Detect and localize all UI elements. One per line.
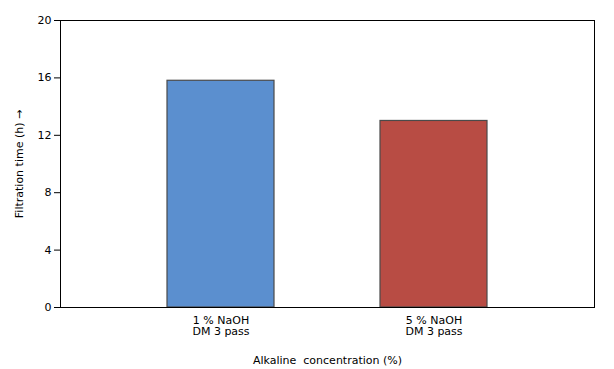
svg-text:0: 0 (45, 301, 52, 314)
svg-text:Alkaline concentration (%): Alkaline concentration (%) (253, 354, 402, 367)
svg-text:1 % NaOHDM 3 pass: 1 % NaOHDM 3 pass (192, 314, 249, 338)
svg-text:20: 20 (38, 14, 52, 27)
svg-text:8: 8 (45, 186, 52, 199)
svg-text:5 % NaOHDM 3 pass: 5 % NaOHDM 3 pass (405, 314, 462, 338)
svg-text:12: 12 (38, 129, 52, 142)
svg-text:Filtration time (h) →: Filtration time (h) → (13, 110, 26, 218)
svg-text:16: 16 (38, 71, 52, 84)
svg-text:4: 4 (45, 244, 52, 257)
